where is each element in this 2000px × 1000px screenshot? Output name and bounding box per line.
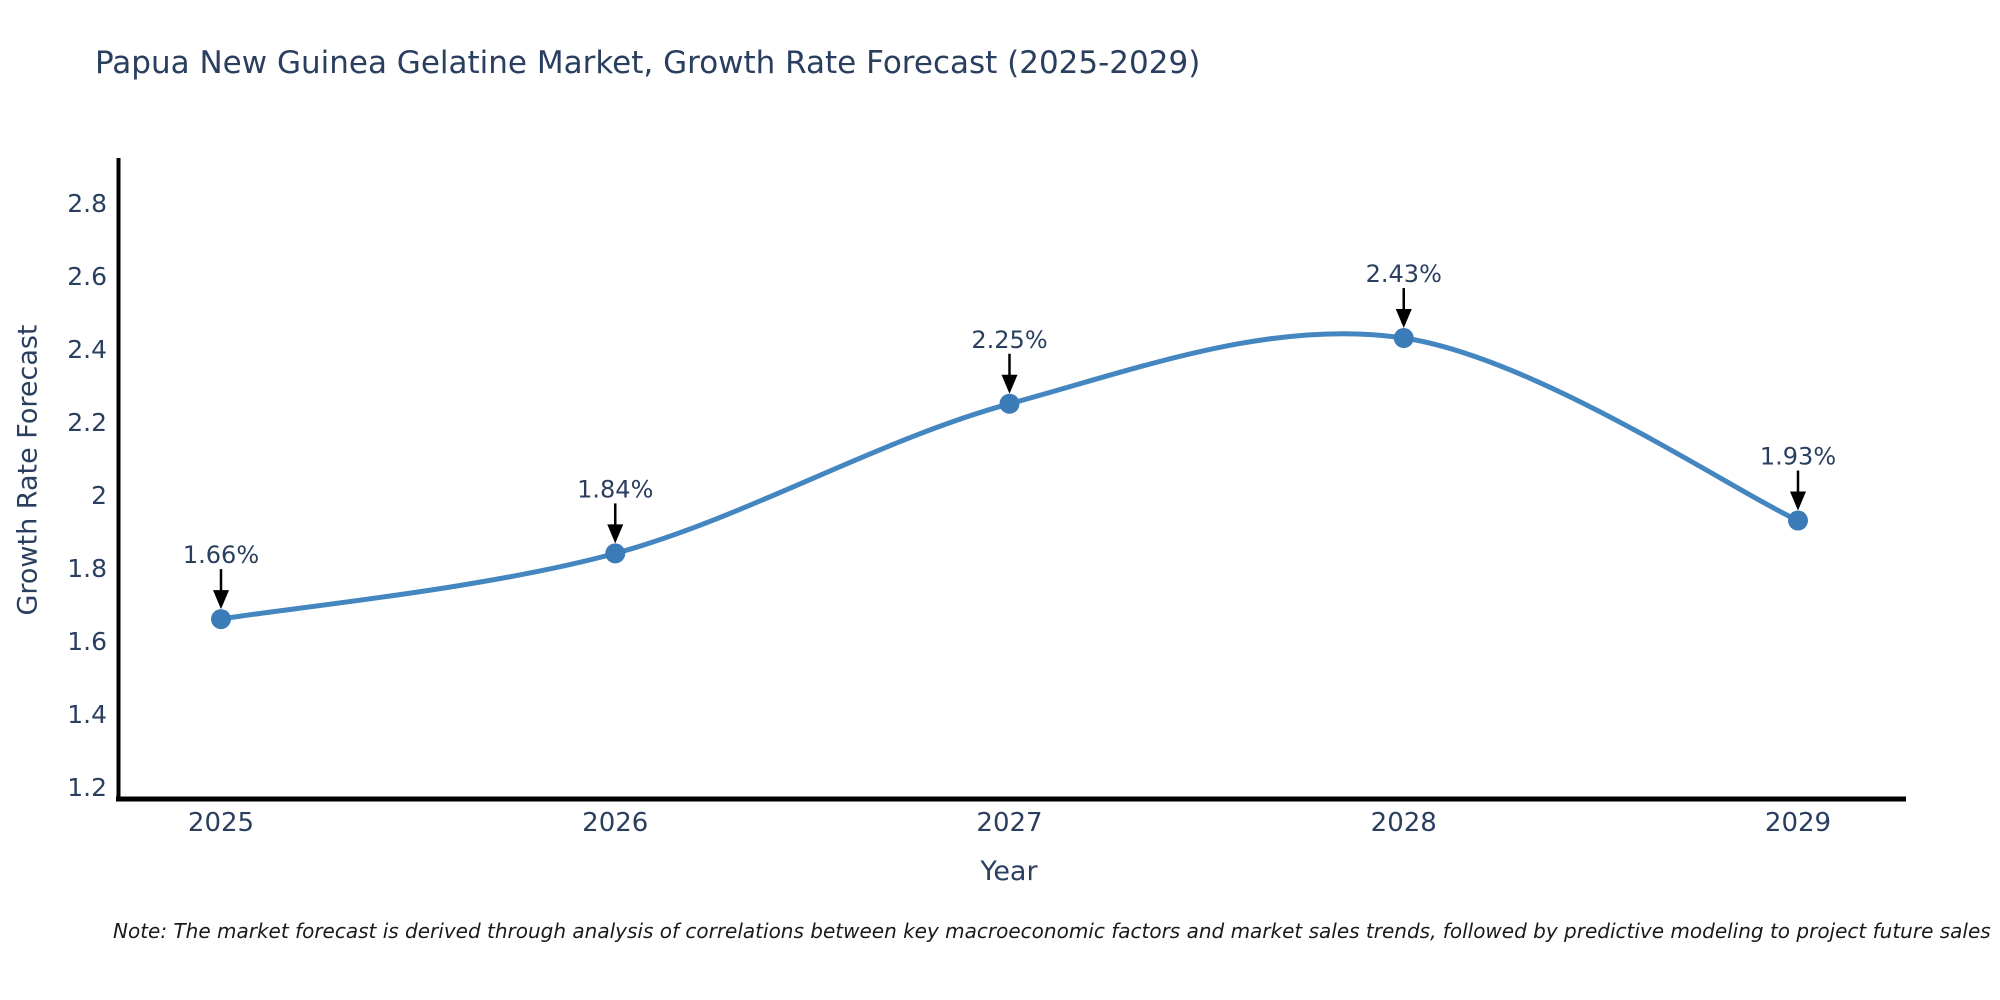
data-point-marker — [211, 609, 231, 630]
data-point-marker — [999, 393, 1020, 414]
y-tick-label: 1.4 — [67, 700, 107, 729]
x-tick-label: 2029 — [1765, 808, 1831, 838]
data-point-marker — [605, 543, 626, 564]
data-point-label: 2.25% — [971, 326, 1047, 354]
y-tick-label: 2.4 — [67, 335, 107, 364]
annotation-arrowhead — [213, 590, 229, 610]
y-tick-label: 2 — [91, 481, 107, 510]
annotation-arrowhead — [1790, 491, 1806, 511]
x-tick-label: 2027 — [976, 808, 1042, 838]
y-tick-label: 1.2 — [67, 773, 107, 802]
chart-title: Papua New Guinea Gelatine Market, Growth… — [95, 45, 1201, 81]
annotation-arrowhead — [1001, 374, 1018, 394]
annotation-arrowhead — [1395, 309, 1412, 329]
x-tick-label: 2025 — [188, 808, 254, 838]
data-point-label: 1.84% — [577, 475, 653, 503]
y-tick-label: 1.8 — [67, 554, 107, 583]
data-point-label: 1.93% — [1760, 443, 1836, 471]
y-tick-label: 2.6 — [67, 262, 107, 291]
y-tick-label: 1.6 — [67, 627, 107, 656]
x-axis-title: Year — [980, 856, 1038, 887]
x-tick-label: 2028 — [1371, 808, 1437, 838]
data-point-label: 2.43% — [1366, 260, 1442, 288]
data-point-marker — [1788, 510, 1808, 531]
data-point-marker — [1393, 328, 1414, 349]
annotation-arrowhead — [607, 524, 624, 544]
x-tick-label: 2026 — [582, 808, 648, 838]
y-tick-label: 2.2 — [67, 408, 107, 437]
data-point-label: 1.66% — [183, 541, 259, 569]
y-tick-label: 2.8 — [67, 189, 107, 218]
footnote: Note: The market forecast is derived thr… — [113, 919, 1991, 943]
